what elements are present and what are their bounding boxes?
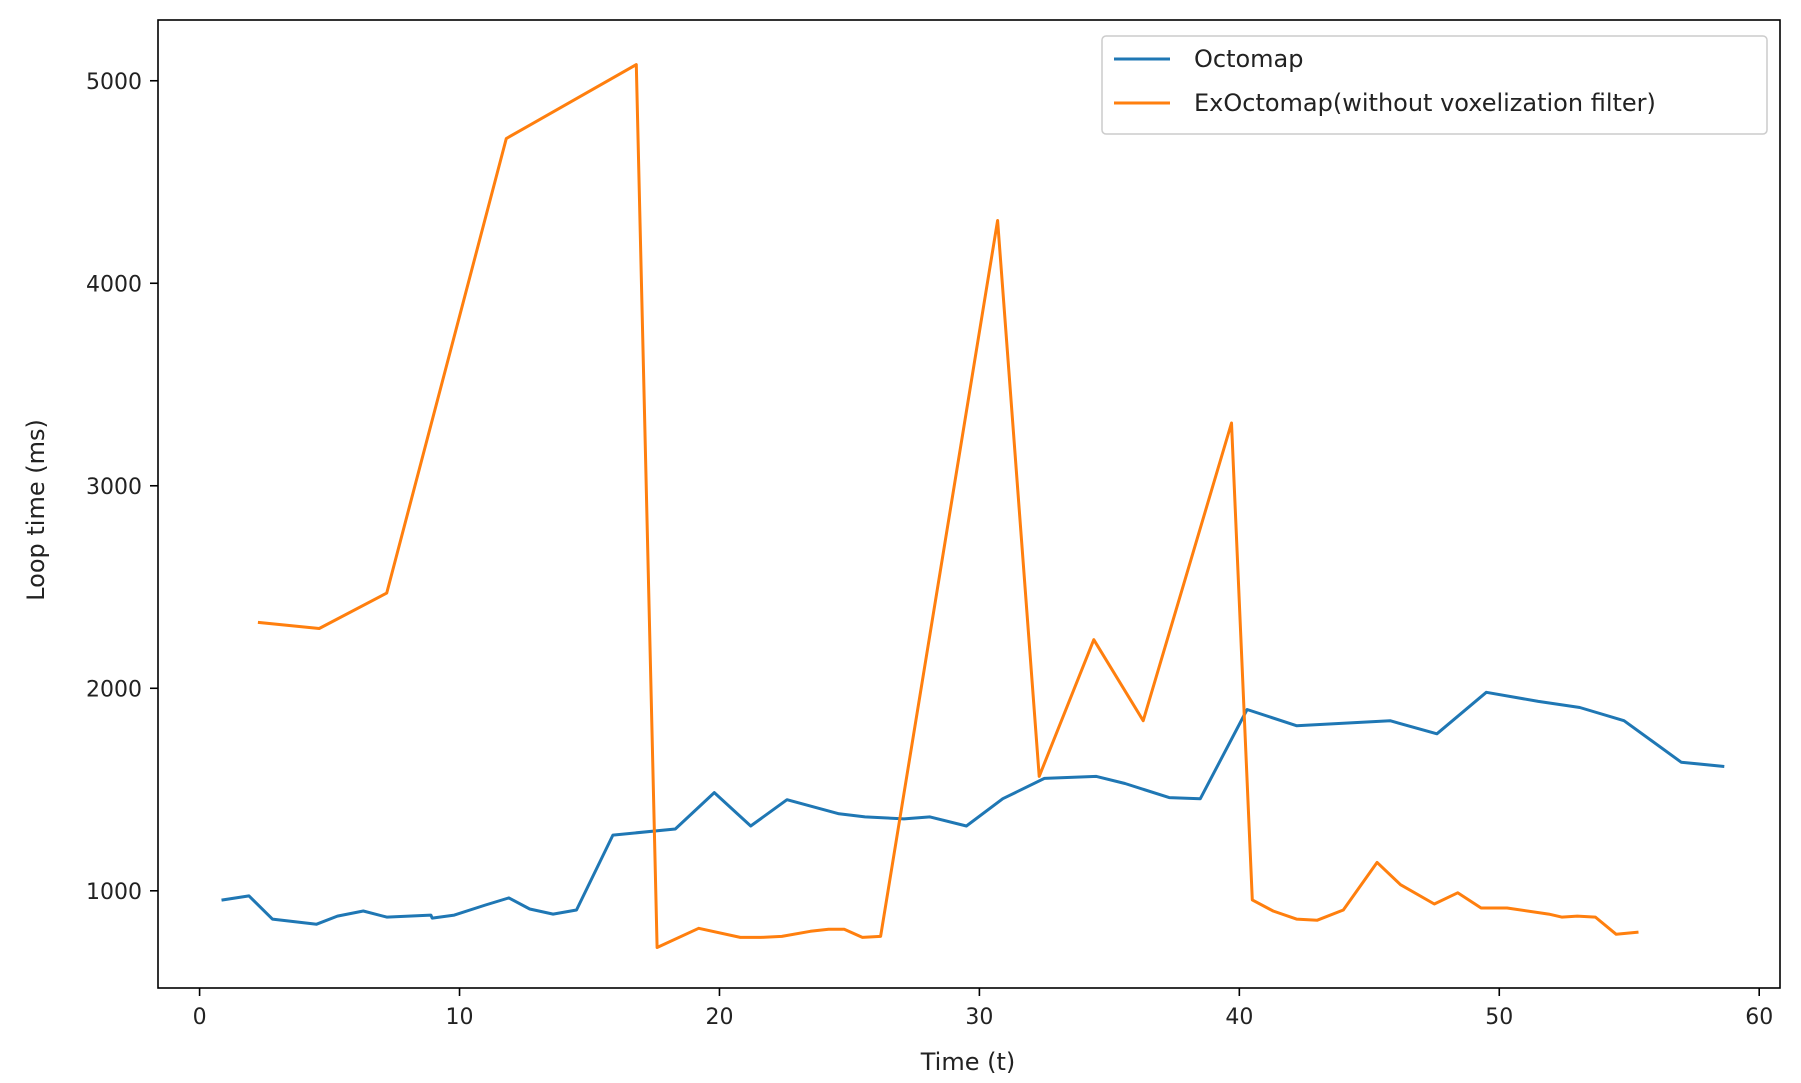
y-tick-label: 2000 <box>86 677 142 702</box>
legend-frame <box>1101 35 1768 135</box>
x-tick-label: 20 <box>705 1005 733 1030</box>
x-axis-ticks: 0 10 20 30 40 50 60 <box>193 988 1773 1030</box>
legend: Octomap ExOctomap(without voxelization f… <box>1101 35 1768 135</box>
x-tick-label: 0 <box>193 1005 207 1030</box>
y-tick-label: 1000 <box>86 880 142 905</box>
y-axis-label: Loop time (ms) <box>22 419 50 601</box>
x-tick-label: 30 <box>965 1005 993 1030</box>
series-line-exoctomap <box>257 63 1639 949</box>
x-axis-label: Time (t) <box>920 1048 1016 1076</box>
y-tick-label: 5000 <box>86 70 142 95</box>
y-tick-label: 4000 <box>86 272 142 297</box>
axes-frame <box>157 19 1781 989</box>
axes-border <box>157 19 1781 989</box>
x-tick-label: 50 <box>1485 1005 1513 1030</box>
series-line-octomap <box>221 690 1725 926</box>
y-axis-ticks: 1000 2000 3000 4000 5000 <box>86 70 158 905</box>
legend-label-exoctomap: ExOctomap(without voxelization filter) <box>1194 89 1656 117</box>
legend-label-octomap: Octomap <box>1194 45 1304 73</box>
y-tick-label: 3000 <box>86 475 142 500</box>
series-layer <box>221 63 1725 949</box>
x-tick-label: 40 <box>1225 1005 1253 1030</box>
x-tick-label: 10 <box>446 1005 474 1030</box>
x-tick-label: 60 <box>1745 1005 1773 1030</box>
